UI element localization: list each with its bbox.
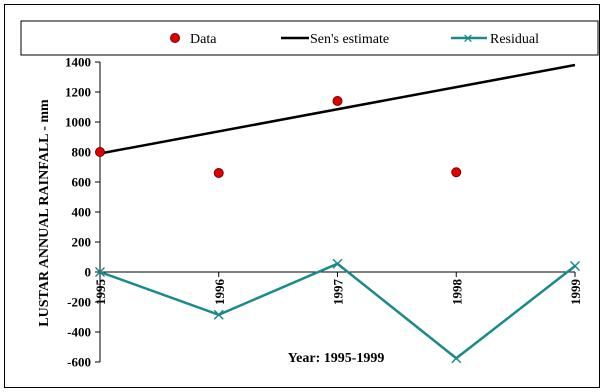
data-point <box>95 147 105 157</box>
x-tick-label: 1995 <box>93 279 108 306</box>
legend-residual-label: Residual <box>490 32 539 47</box>
residual-point <box>94 266 106 278</box>
y-tick-label: 600 <box>72 175 92 190</box>
legend-data-marker <box>170 33 180 43</box>
residual-line <box>99 262 576 360</box>
y-tick-label: -400 <box>67 325 91 340</box>
legend-sens-label: Sen's estimate <box>310 32 389 47</box>
y-tick-label: 0 <box>85 265 92 280</box>
y-tick-label: 1400 <box>65 55 91 70</box>
legend-box <box>20 20 599 56</box>
data-point <box>213 168 224 178</box>
x-tick-label: 1996 <box>212 279 227 306</box>
residual-point <box>451 353 462 364</box>
y-ticks: -600 -400 -200 0 200 400 600 800 1000 1200 1400 <box>65 55 100 370</box>
legend-residual-marker: ✕ <box>463 31 474 46</box>
rainfall-chart: Data Sen's estimate ✕ Residual -600-400-… <box>20 20 599 370</box>
data-series <box>95 96 462 178</box>
residual-point <box>569 260 581 272</box>
data-point <box>451 167 462 178</box>
y-tick-label: 400 <box>72 205 92 220</box>
legend-data-label: Data <box>190 32 217 47</box>
y-tick-label: 200 <box>72 235 92 250</box>
residual-point <box>213 309 224 320</box>
y-axis-title: LUSTAR ANNUAL RAINFALL - mm <box>37 99 52 327</box>
sens-estimate-series <box>99 63 576 155</box>
y-tick-label: -200 <box>67 295 91 310</box>
y-tick-label: 1000 <box>65 115 91 130</box>
legend: Data Sen's estimate ✕ Residual <box>20 20 599 56</box>
x-tick-label: 1999 <box>568 279 583 306</box>
x-axis-title: Year: 1995-1999 <box>288 351 385 366</box>
x-ticks: 1995 1996 1997 1998 1999 <box>93 272 583 305</box>
y-tick-label: 1200 <box>65 85 91 100</box>
chart-frame: Data Sen's estimate ✕ Residual -600 -400-… <box>4 4 600 388</box>
sens-estimate-line <box>99 63 576 155</box>
data-point <box>332 96 343 106</box>
x-tick-label: 1997 <box>331 279 346 306</box>
residual-point <box>332 258 343 269</box>
residual-series <box>94 258 581 364</box>
y-tick-label: -600 <box>67 355 91 370</box>
x-tick-label: 1998 <box>449 279 464 306</box>
y-tick-label: 800 <box>72 145 92 160</box>
